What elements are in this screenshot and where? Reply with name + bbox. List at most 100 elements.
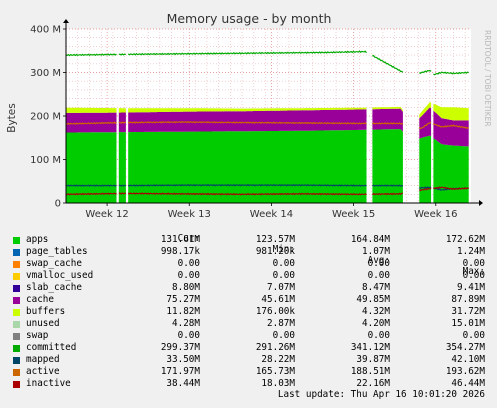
area-buffers — [128, 107, 367, 113]
legend-max: 87.89M — [451, 294, 485, 305]
line-active — [432, 122, 469, 130]
line-inactive — [118, 192, 126, 195]
legend-avg: 0.00 — [367, 258, 390, 269]
area-apps — [128, 129, 367, 203]
legend-min: 0.00 — [272, 330, 295, 341]
legend-label: buffers — [26, 306, 66, 317]
legend-swatch — [13, 333, 20, 340]
legend-max: 9.41M — [457, 282, 485, 293]
legend-swatch — [13, 285, 20, 292]
legend-cur: 0.00 — [177, 270, 200, 281]
legend-swatch — [13, 309, 20, 316]
legend-label: committed — [26, 342, 77, 353]
line-active — [127, 120, 367, 125]
legend-row-swap-cache: swap_cache 0.00 0.00 0.00 0.00 — [0, 258, 497, 270]
area-buffers — [118, 108, 126, 113]
line-inactive — [418, 187, 432, 192]
area-cache — [433, 110, 469, 147]
legend-cur: 8.80M — [172, 282, 200, 293]
legend-cur: 131.61M — [160, 234, 200, 245]
legend-avg: 188.51M — [350, 366, 390, 377]
legend-max: 15.01M — [451, 318, 485, 329]
x-tick-label: Week 14 — [250, 209, 293, 220]
legend-cur: 171.97M — [160, 366, 200, 377]
tick-labels: 0 100 M 200 M 300 M 400 M Week 12 Week 13 Week … — [30, 25, 457, 221]
legend-avg: 4.20M — [362, 318, 390, 329]
legend-cur: 75.27M — [166, 294, 200, 305]
legend-label: active — [26, 366, 60, 377]
line-mapped — [118, 184, 126, 187]
line-inactive — [371, 192, 403, 196]
line-active — [65, 121, 117, 126]
line-active — [372, 122, 404, 125]
legend-avg: 4.32M — [362, 306, 390, 317]
legend-max: 193.62M — [445, 366, 485, 377]
last-update: Last update: Thu Apr 16 10:01:20 2026 — [277, 389, 485, 400]
legend-label: inactive — [26, 378, 71, 389]
legend-min: 981.20k — [255, 246, 295, 257]
legend-header-cur: Cur: — [177, 233, 200, 244]
legend-cur: 0.00 — [177, 330, 200, 341]
line-inactive — [65, 192, 117, 196]
area-buffers — [66, 107, 117, 113]
x-tick-label: Week 12 — [85, 209, 128, 220]
legend-row-apps: apps 131.61M 123.57M 164.84M 172.62M — [0, 234, 497, 246]
legend-avg: 22.16M — [356, 378, 390, 389]
x-tick-label: Week 16 — [414, 209, 457, 220]
area-cache — [128, 109, 367, 133]
legend-avg: 39.87M — [356, 354, 390, 365]
legend-header-avg: Avg: — [367, 255, 390, 266]
line-committed — [419, 69, 432, 75]
rrdtool-watermark: RRDTOOL / TOBI OETIKER — [483, 30, 492, 127]
line-committed — [372, 54, 404, 73]
line-active — [118, 121, 126, 124]
legend-min: 45.61M — [261, 294, 295, 305]
legend-header: Cur: Min: Avg: Max: — [0, 222, 497, 277]
line-mapped — [372, 184, 404, 187]
line-mapped — [65, 184, 117, 187]
legend-max: 46.44M — [451, 378, 485, 389]
area-buffers — [433, 103, 469, 121]
legend-row-committed: committed 299.37M 291.26M 341.12M 354.27M — [0, 342, 497, 354]
y-axis-arrow — [63, 19, 69, 23]
legend-min: 2.87M — [267, 318, 295, 329]
y-tick-label: 0 — [55, 199, 61, 210]
area-buffers — [419, 102, 432, 119]
legend-row-mapped: mapped 33.50M 28.22M 39.87M 42.10M — [0, 354, 497, 366]
line-active — [418, 122, 432, 130]
y-tick-label: 300 M — [30, 68, 61, 79]
legend-row-swap: swap 0.00 0.00 0.00 0.00 — [0, 330, 497, 342]
legend-row-inactive: inactive 38.44M 18.03M 22.16M 46.44M — [0, 378, 497, 390]
legend-row-unused: unused 4.28M 2.87M 4.20M 15.01M — [0, 318, 497, 330]
legend-row-cache: cache 75.27M 45.61M 49.85M 87.89M — [0, 294, 497, 306]
legend-swatch — [13, 345, 20, 352]
legend-max: 0.00 — [462, 270, 485, 281]
axes — [63, 19, 483, 206]
legend-row-page-tables: page_tables 998.17k 981.20k 1.07M 1.24M — [0, 246, 497, 258]
area-apps — [372, 129, 403, 203]
legend-cur: 4.28M — [172, 318, 200, 329]
area-apps — [419, 135, 432, 203]
legend-max: 0.00 — [462, 330, 485, 341]
legend-avg: 49.85M — [356, 294, 390, 305]
area-apps — [433, 138, 469, 203]
legend-row-vmalloc-used: vmalloc_used 0.00 0.00 0.00 0.00 — [0, 270, 497, 282]
x-tick-label: Week 13 — [168, 209, 211, 220]
legend-min: 0.00 — [272, 258, 295, 269]
legend-label: cache — [26, 294, 54, 305]
legend-min: 7.07M — [267, 282, 295, 293]
legend-avg: 0.00 — [367, 330, 390, 341]
legend-min: 18.03M — [261, 378, 295, 389]
y-tick-label: 100 M — [30, 155, 61, 166]
legend-cur: 11.82M — [166, 306, 200, 317]
legend-cur: 299.37M — [160, 342, 200, 353]
legend-swatch — [13, 381, 20, 388]
legend-avg: 341.12M — [350, 342, 390, 353]
legend-avg: 0.00 — [367, 270, 390, 281]
legend-row-buffers: buffers 11.82M 176.00k 4.32M 31.72M — [0, 306, 497, 318]
y-tick-label: 200 M — [30, 112, 61, 123]
legend-header-max: Max: — [462, 266, 485, 277]
legend-min: 176.00k — [255, 306, 295, 317]
legend-max: 354.27M — [445, 342, 485, 353]
